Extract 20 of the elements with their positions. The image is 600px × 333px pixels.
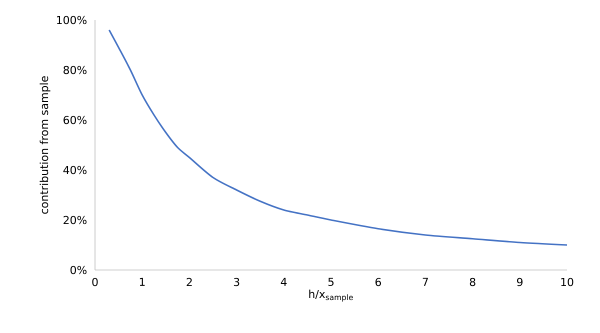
- y-tick-label: 100%: [57, 16, 87, 24]
- x-tick-label: 10: [561, 278, 574, 286]
- x-tick-label: 1: [140, 278, 145, 286]
- y-axis-title: contribution from sample: [40, 76, 50, 214]
- x-tick-label: 2: [186, 278, 192, 286]
- x-tick-label: 4: [280, 278, 287, 286]
- x-axis-title: h/x$_{sample}$: [309, 290, 353, 302]
- x-tick-label: 0: [92, 278, 98, 286]
- line-series: [108, 29, 568, 246]
- y-tick-label: 20%: [64, 216, 87, 224]
- x-tick-label: 8: [470, 278, 476, 286]
- x-tick-label: 3: [234, 278, 240, 286]
- x-tick-label: 5: [328, 278, 334, 286]
- y-tick-label: 80%: [64, 66, 87, 74]
- y-tick-label: 40%: [63, 166, 87, 174]
- x-tick-label: 9: [517, 278, 523, 286]
- x-tick-label: 6: [375, 278, 382, 286]
- y-tick-label: 0%: [70, 266, 87, 274]
- y-tick-label: 60%: [64, 116, 87, 124]
- x-tick-label: 7: [422, 278, 428, 286]
